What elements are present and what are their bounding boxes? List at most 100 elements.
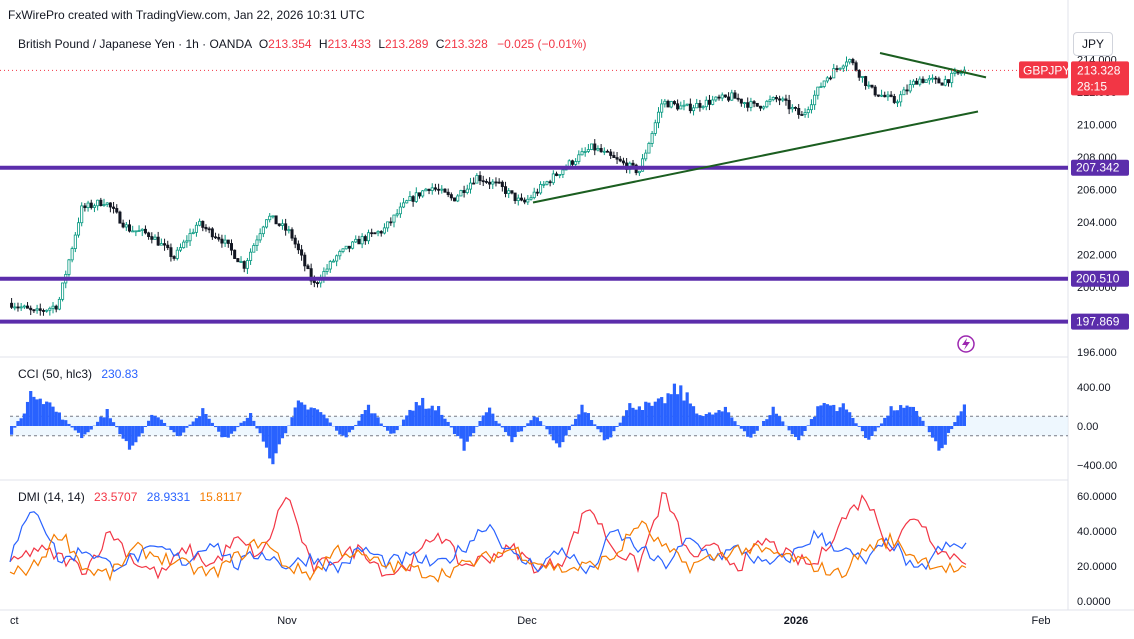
candle-down <box>433 187 437 190</box>
cci-bar <box>742 426 747 432</box>
cci-bar <box>739 426 743 429</box>
candle-up <box>105 202 109 205</box>
cci-bar <box>682 400 686 426</box>
cci-bar <box>147 420 151 426</box>
candle-up <box>376 231 380 234</box>
cci-bar <box>303 404 307 426</box>
cci-bar <box>851 418 855 426</box>
candle-up <box>647 143 651 154</box>
cci-bar <box>315 409 320 426</box>
candle-up <box>819 86 823 88</box>
candle-up <box>414 192 418 202</box>
cci-bar <box>437 406 441 426</box>
candle-up <box>809 104 813 111</box>
cci-bar <box>752 426 756 434</box>
candle-up <box>771 97 775 101</box>
cci-bar <box>64 420 68 426</box>
candle-up <box>421 190 425 197</box>
cci-bar <box>749 426 753 438</box>
candle-down <box>204 226 208 230</box>
candle-up <box>832 68 836 79</box>
candle-up <box>880 94 884 97</box>
candle-down <box>519 197 523 201</box>
candle-up <box>577 154 581 162</box>
cci-bar <box>19 418 23 426</box>
cci-tick-label: 400.00 <box>1077 382 1111 394</box>
cci-bar <box>108 418 112 426</box>
cci-bar <box>57 412 61 426</box>
cci-bar <box>29 391 33 426</box>
cci-bar <box>213 426 218 428</box>
cci-bar <box>255 426 259 429</box>
candle-down <box>411 196 415 202</box>
dmi-legend[interactable]: DMI (14, 14) 23.5707 28.9331 15.8117 <box>18 490 242 504</box>
currency-button[interactable]: JPY <box>1073 32 1113 56</box>
candle-up <box>124 224 128 228</box>
candle-down <box>793 107 798 109</box>
cci-bar <box>38 398 42 426</box>
cci-bar <box>911 406 916 426</box>
cci-bar <box>825 404 829 426</box>
cci-bar <box>733 421 737 426</box>
candle-up <box>711 99 715 105</box>
candle-up <box>245 260 249 269</box>
candle-up <box>86 202 90 209</box>
candle-down <box>612 155 616 159</box>
cci-bar <box>182 426 186 433</box>
candle-down <box>535 191 539 194</box>
cci-bar <box>22 413 26 426</box>
candle-down <box>857 70 861 78</box>
open-label: O <box>258 37 269 51</box>
cci-bar <box>175 426 179 437</box>
countdown-label: 28:15 <box>1077 79 1107 93</box>
candle-up <box>526 198 530 203</box>
candle-down <box>497 181 501 184</box>
candle-up <box>268 215 272 221</box>
cci-bar <box>328 422 332 426</box>
cci-bar <box>427 408 431 426</box>
candle-up <box>953 71 957 74</box>
symbol-name[interactable]: British Pound / Japanese Yen · 1h · OAND… <box>18 37 252 51</box>
cci-bar <box>105 409 109 426</box>
candle-down <box>736 97 740 100</box>
cci-bar <box>554 426 559 444</box>
cci-bar <box>233 426 237 432</box>
cci-bar <box>32 396 36 426</box>
candle-down <box>293 237 297 245</box>
candle-down <box>306 265 310 270</box>
cci-legend[interactable]: CCI (50, hlc3) 230.83 <box>18 367 138 381</box>
cci-bar <box>577 414 581 426</box>
candle-down <box>127 224 132 232</box>
cci-bar <box>48 402 52 426</box>
candle-up <box>258 233 262 241</box>
high-value: 213.433 <box>327 37 371 51</box>
candle-down <box>214 236 218 239</box>
cci-bar <box>844 409 849 426</box>
cci-bar <box>663 403 667 426</box>
candle-up <box>22 305 26 308</box>
cci-bar <box>545 426 549 430</box>
candle-down <box>723 94 727 98</box>
candle-down <box>755 102 759 107</box>
candle-up <box>813 94 817 106</box>
candle-down <box>147 232 151 237</box>
cci-bar <box>344 426 348 438</box>
candle-up <box>102 204 106 207</box>
cci-bar <box>414 402 418 426</box>
cci-bar <box>940 426 944 449</box>
cci-bar <box>841 403 845 426</box>
candle-down <box>347 245 351 249</box>
candle-up <box>344 245 348 250</box>
candle-up <box>35 308 39 311</box>
candle-up <box>641 158 645 172</box>
cci-bar <box>574 418 578 426</box>
cci-bar <box>526 423 530 426</box>
candle-up <box>239 261 243 263</box>
cci-bar <box>561 426 565 443</box>
cci-bar <box>60 419 65 426</box>
cci-bar <box>723 406 727 426</box>
cci-bar <box>417 405 422 426</box>
cci-bar <box>363 410 367 426</box>
candle-up <box>656 111 661 124</box>
